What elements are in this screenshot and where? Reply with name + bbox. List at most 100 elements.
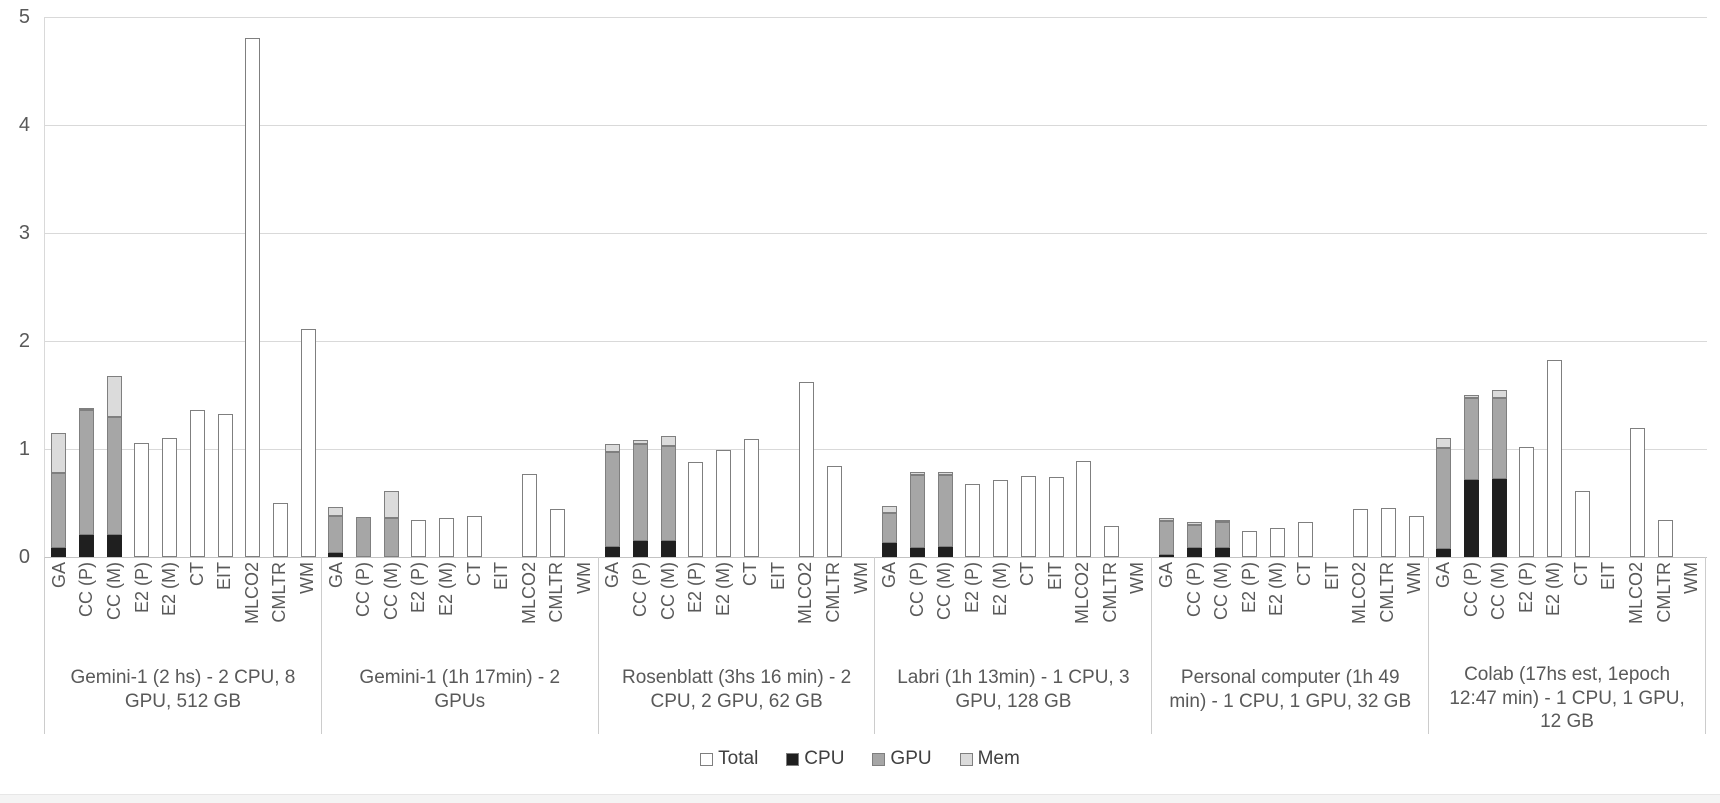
x-tick-label: E2 (M): [989, 562, 1010, 616]
chart-legend: Total CPU GPU Mem: [0, 748, 1720, 770]
tick-slot: CMLTR: [1096, 562, 1124, 664]
tick-row: GA CC (P) CC (M) E2 (P) E2 (M) CT EIT MLCO2 CMLT…: [875, 557, 1151, 664]
x-tick-label: E2 (M): [712, 562, 733, 616]
x-tick-label: CT: [186, 562, 207, 586]
plot-area: [44, 17, 1707, 558]
bar-slot: [1015, 17, 1043, 557]
bar-segment-total: [1630, 428, 1646, 557]
x-tick-label: CC (M): [103, 562, 124, 620]
x-tick-label: CMLTR: [1376, 562, 1397, 623]
bar-slot: [959, 17, 987, 557]
bar-slot: [765, 17, 793, 557]
legend-label: CPU: [804, 748, 845, 769]
bar-e2-m: [1547, 360, 1563, 557]
bar-slot: [1292, 17, 1320, 557]
bar-segment-total: [1353, 509, 1369, 557]
bar-e2-m: [993, 480, 1009, 557]
x-tick-label: EIT: [1321, 562, 1342, 591]
x-tick-label: CT: [1570, 562, 1591, 586]
bar-segment-mem: [1491, 389, 1507, 399]
bar-cmltr: [272, 503, 288, 557]
bar-segment-cpu: [1187, 548, 1203, 557]
bar-e2-m: [716, 450, 732, 557]
legend-swatch-gpu: [872, 752, 886, 766]
tick-row: GA CC (P) CC (M) E2 (P) E2 (M) CT EIT MLCO2 CMLT…: [1152, 557, 1428, 664]
tick-slot: CC (M): [100, 562, 128, 664]
bar-cmltr: [549, 509, 565, 557]
group-cell: GA CC (P) CC (M) E2 (P) E2 (M) CT EIT MLCO2 CMLT…: [874, 557, 1151, 734]
bar-ga: [51, 432, 67, 557]
x-tick-label: EIT: [491, 562, 512, 591]
bar-slot: [1458, 17, 1486, 557]
x-tick-label: GA: [602, 562, 623, 589]
bar-cc-p: [79, 407, 95, 557]
bar-slot: [100, 17, 128, 557]
bar-segment-gpu: [328, 515, 344, 553]
legend-item-cpu: CPU: [786, 748, 844, 770]
bar-segment-total: [1048, 477, 1064, 557]
x-tick-label: E2 (M): [435, 562, 456, 616]
tick-slot: E2 (P): [405, 562, 433, 664]
tick-slot: CT: [1013, 562, 1041, 664]
group-panel: [599, 17, 876, 557]
bar-mlco2: [522, 473, 538, 557]
bar-segment-total: [522, 473, 538, 557]
bar-slot: [654, 17, 682, 557]
tick-slot: CT: [737, 562, 765, 664]
y-tick-label: 0: [18, 546, 30, 568]
y-tick-label: 5: [18, 6, 30, 28]
bar-segment-cpu: [1436, 549, 1452, 557]
x-tick-label: MLCO2: [1072, 562, 1093, 625]
x-tick-label: WM: [850, 562, 871, 594]
x-tick-label: E2 (M): [1543, 562, 1564, 616]
tick-slot: CT: [183, 562, 211, 664]
tick-slot: GA: [1429, 562, 1457, 661]
group-axis-label: Colab (17hs est, 1epoch 12:47 min) - 1 C…: [1449, 663, 1685, 733]
bar-slot: [987, 17, 1015, 557]
bar-slot: [1042, 17, 1070, 557]
bar-segment-total: [466, 515, 482, 557]
x-tick-label: CC (M): [1488, 562, 1509, 620]
y-tick-label: 1: [18, 438, 30, 460]
bar-slot: [1098, 17, 1126, 557]
category-axis-table: GA CC (P) CC (M) E2 (P) E2 (M) CT EIT MLCO2 CMLT…: [44, 557, 1706, 734]
bar-slot: [156, 17, 184, 557]
gridline: [45, 17, 1707, 18]
tick-slot: E2 (P): [958, 562, 986, 664]
bar-segment-mem: [910, 471, 926, 475]
x-tick-label: MLCO2: [518, 562, 539, 625]
x-tick-label: GA: [1432, 562, 1453, 589]
bar-cmltr: [1657, 520, 1673, 557]
bar-segment-total: [799, 382, 815, 557]
x-tick-label: E2 (P): [131, 562, 152, 614]
bar-cmltr: [1380, 508, 1396, 557]
bar-segment-total: [1519, 446, 1535, 557]
tick-slot: E2 (P): [1235, 562, 1263, 664]
x-tick-label: WM: [296, 562, 317, 594]
legend-swatch-cpu: [786, 752, 800, 766]
tick-slot: EIT: [210, 562, 238, 664]
tick-slot: E2 (M): [1539, 562, 1567, 661]
tick-slot: GA: [322, 562, 350, 664]
tick-slot: CT: [460, 562, 488, 664]
tick-slot: CMLTR: [1373, 562, 1401, 664]
bar-slot: [1375, 17, 1403, 557]
tick-slot: EIT: [487, 562, 515, 664]
x-tick-label: GA: [325, 562, 346, 589]
bar-segment-gpu: [937, 474, 953, 548]
bar-segment-cpu: [106, 535, 122, 557]
bar-segment-mem: [51, 432, 67, 473]
bar-segment-total: [439, 518, 455, 557]
bar-slot: [627, 17, 655, 557]
bar-slot: [1430, 17, 1458, 557]
bar-slot: [1541, 17, 1569, 557]
legend-item-gpu: GPU: [872, 748, 932, 770]
bar-cc-m: [1491, 389, 1507, 557]
bar-slot: [1125, 17, 1153, 557]
gridline: [45, 125, 1707, 126]
bar-segment-total: [217, 414, 233, 557]
bar-slot: [1153, 17, 1181, 557]
bar-segment-total: [993, 480, 1009, 557]
x-tick-label: E2 (P): [1238, 562, 1259, 614]
bar-ct: [743, 439, 759, 557]
